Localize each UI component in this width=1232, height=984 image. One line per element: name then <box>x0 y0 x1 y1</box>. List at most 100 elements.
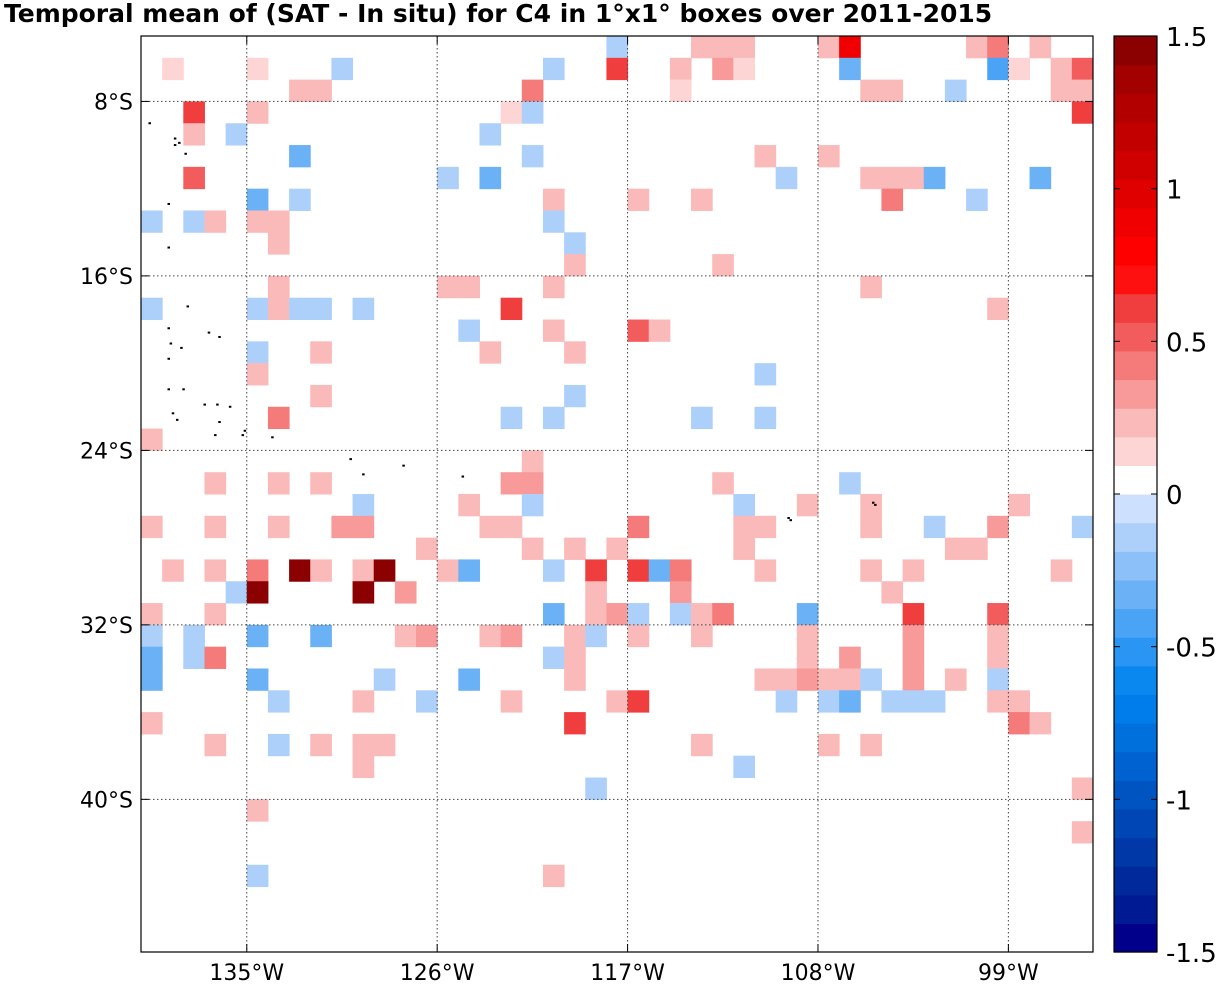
land-dot <box>167 357 171 360</box>
land-dot <box>180 346 183 349</box>
heatmap-cell <box>141 712 163 735</box>
heatmap-cell <box>479 515 502 539</box>
heatmap-cell <box>542 57 565 81</box>
heatmap-cell <box>204 603 227 626</box>
heatmap-cell <box>733 755 756 779</box>
heatmap-cell <box>839 646 861 669</box>
heatmap-cell <box>267 275 290 299</box>
heatmap-cell <box>267 733 290 757</box>
heatmap-cell <box>352 297 375 321</box>
colorbar-segment <box>1114 522 1157 552</box>
heatmap-cell <box>1008 712 1031 735</box>
heatmap-cell <box>585 603 607 626</box>
heatmap-cell <box>627 624 650 648</box>
heatmap-cell <box>564 384 586 408</box>
heatmap-cell <box>352 581 375 604</box>
heatmap-cell <box>1071 57 1094 81</box>
land-dot <box>167 246 171 249</box>
colorbar-segment <box>1114 608 1157 638</box>
y-tick-label: 8°S <box>94 90 133 115</box>
heatmap-cell <box>310 624 332 648</box>
heatmap-cell <box>860 494 882 517</box>
heatmap-cell <box>585 624 607 648</box>
heatmap-cell <box>817 36 840 59</box>
heatmap-cell <box>500 297 523 321</box>
heatmap-cell <box>521 494 544 517</box>
land-dot <box>243 429 247 432</box>
heatmap-cell <box>796 646 819 669</box>
heatmap-cell <box>987 297 1009 321</box>
heatmap-cell <box>246 297 269 321</box>
heatmap-cell <box>352 690 375 713</box>
heatmap-cell <box>141 297 163 321</box>
heatmap-cell <box>564 254 586 277</box>
heatmap-cell <box>839 668 861 691</box>
heatmap-cell <box>966 36 988 59</box>
heatmap-cell <box>246 864 269 888</box>
heatmap-cell <box>183 624 205 648</box>
land-dot <box>402 464 405 467</box>
heatmap-cell <box>479 123 502 146</box>
heatmap-cell <box>310 384 332 408</box>
heatmap-cell <box>310 559 332 582</box>
heatmap-cell <box>373 559 396 582</box>
heatmap-cell <box>479 624 502 648</box>
heatmap-cell <box>923 515 946 539</box>
heatmap-cell <box>733 36 756 59</box>
heatmap-cell <box>500 624 523 648</box>
heatmap-cell <box>1029 36 1052 59</box>
land-dot <box>207 331 211 334</box>
heatmap-cell <box>352 494 375 517</box>
heatmap-cell <box>966 188 988 211</box>
land-dot <box>362 473 365 476</box>
heatmap-cell <box>458 559 480 582</box>
heatmap-cell <box>204 515 227 539</box>
heatmap-cell <box>1071 777 1094 800</box>
land-dot <box>216 403 219 406</box>
heatmap-cell <box>691 406 713 430</box>
land-dot <box>178 141 181 144</box>
x-tick-label: 117°W <box>590 961 665 984</box>
heatmap-cell <box>310 472 332 495</box>
heatmap-cell <box>141 603 163 626</box>
heatmap-cell <box>500 515 523 539</box>
heatmap-cell <box>564 232 586 255</box>
heatmap-cell <box>691 36 713 59</box>
colorbar-tick-label: -1.5 <box>1166 939 1217 969</box>
colorbar-segment <box>1114 436 1157 466</box>
heatmap-cell <box>500 690 523 713</box>
heatmap-cell <box>754 668 777 691</box>
heatmap-cell <box>944 537 967 560</box>
colorbar-tick-label: 0 <box>1166 481 1183 511</box>
land-dot <box>871 501 875 504</box>
land-dot <box>167 202 171 205</box>
heatmap-cell <box>458 275 480 299</box>
colorbar-segment <box>1114 837 1157 867</box>
heatmap-cell <box>1071 101 1094 124</box>
heatmap-cell <box>204 472 227 495</box>
land-dot <box>874 503 877 506</box>
heatmap-cell <box>987 668 1009 691</box>
heatmap-cell <box>775 668 798 691</box>
heatmap-cell <box>754 406 777 430</box>
x-tick-label: 126°W <box>400 961 475 984</box>
x-tick-label: 135°W <box>209 961 284 984</box>
heatmap-cell <box>987 515 1009 539</box>
heatmap-cell <box>839 57 861 81</box>
heatmap-cell <box>521 472 544 495</box>
heatmap-cell <box>712 254 734 277</box>
colorbar-segment <box>1114 265 1157 295</box>
heatmap-cell <box>246 188 269 211</box>
colorbar-segment <box>1114 551 1157 581</box>
land-dot <box>186 305 190 308</box>
heatmap-cell <box>246 101 269 124</box>
land-dot <box>228 405 232 408</box>
heatmap-cell <box>564 341 586 364</box>
heatmap-cell <box>902 624 925 648</box>
colorbar-tick-label: 1 <box>1166 176 1183 206</box>
heatmap-cell <box>987 57 1009 81</box>
heatmap-cell <box>987 646 1009 669</box>
heatmap-cell <box>1029 712 1052 735</box>
heatmap-cell <box>1050 57 1073 81</box>
heatmap-cell <box>902 559 925 582</box>
